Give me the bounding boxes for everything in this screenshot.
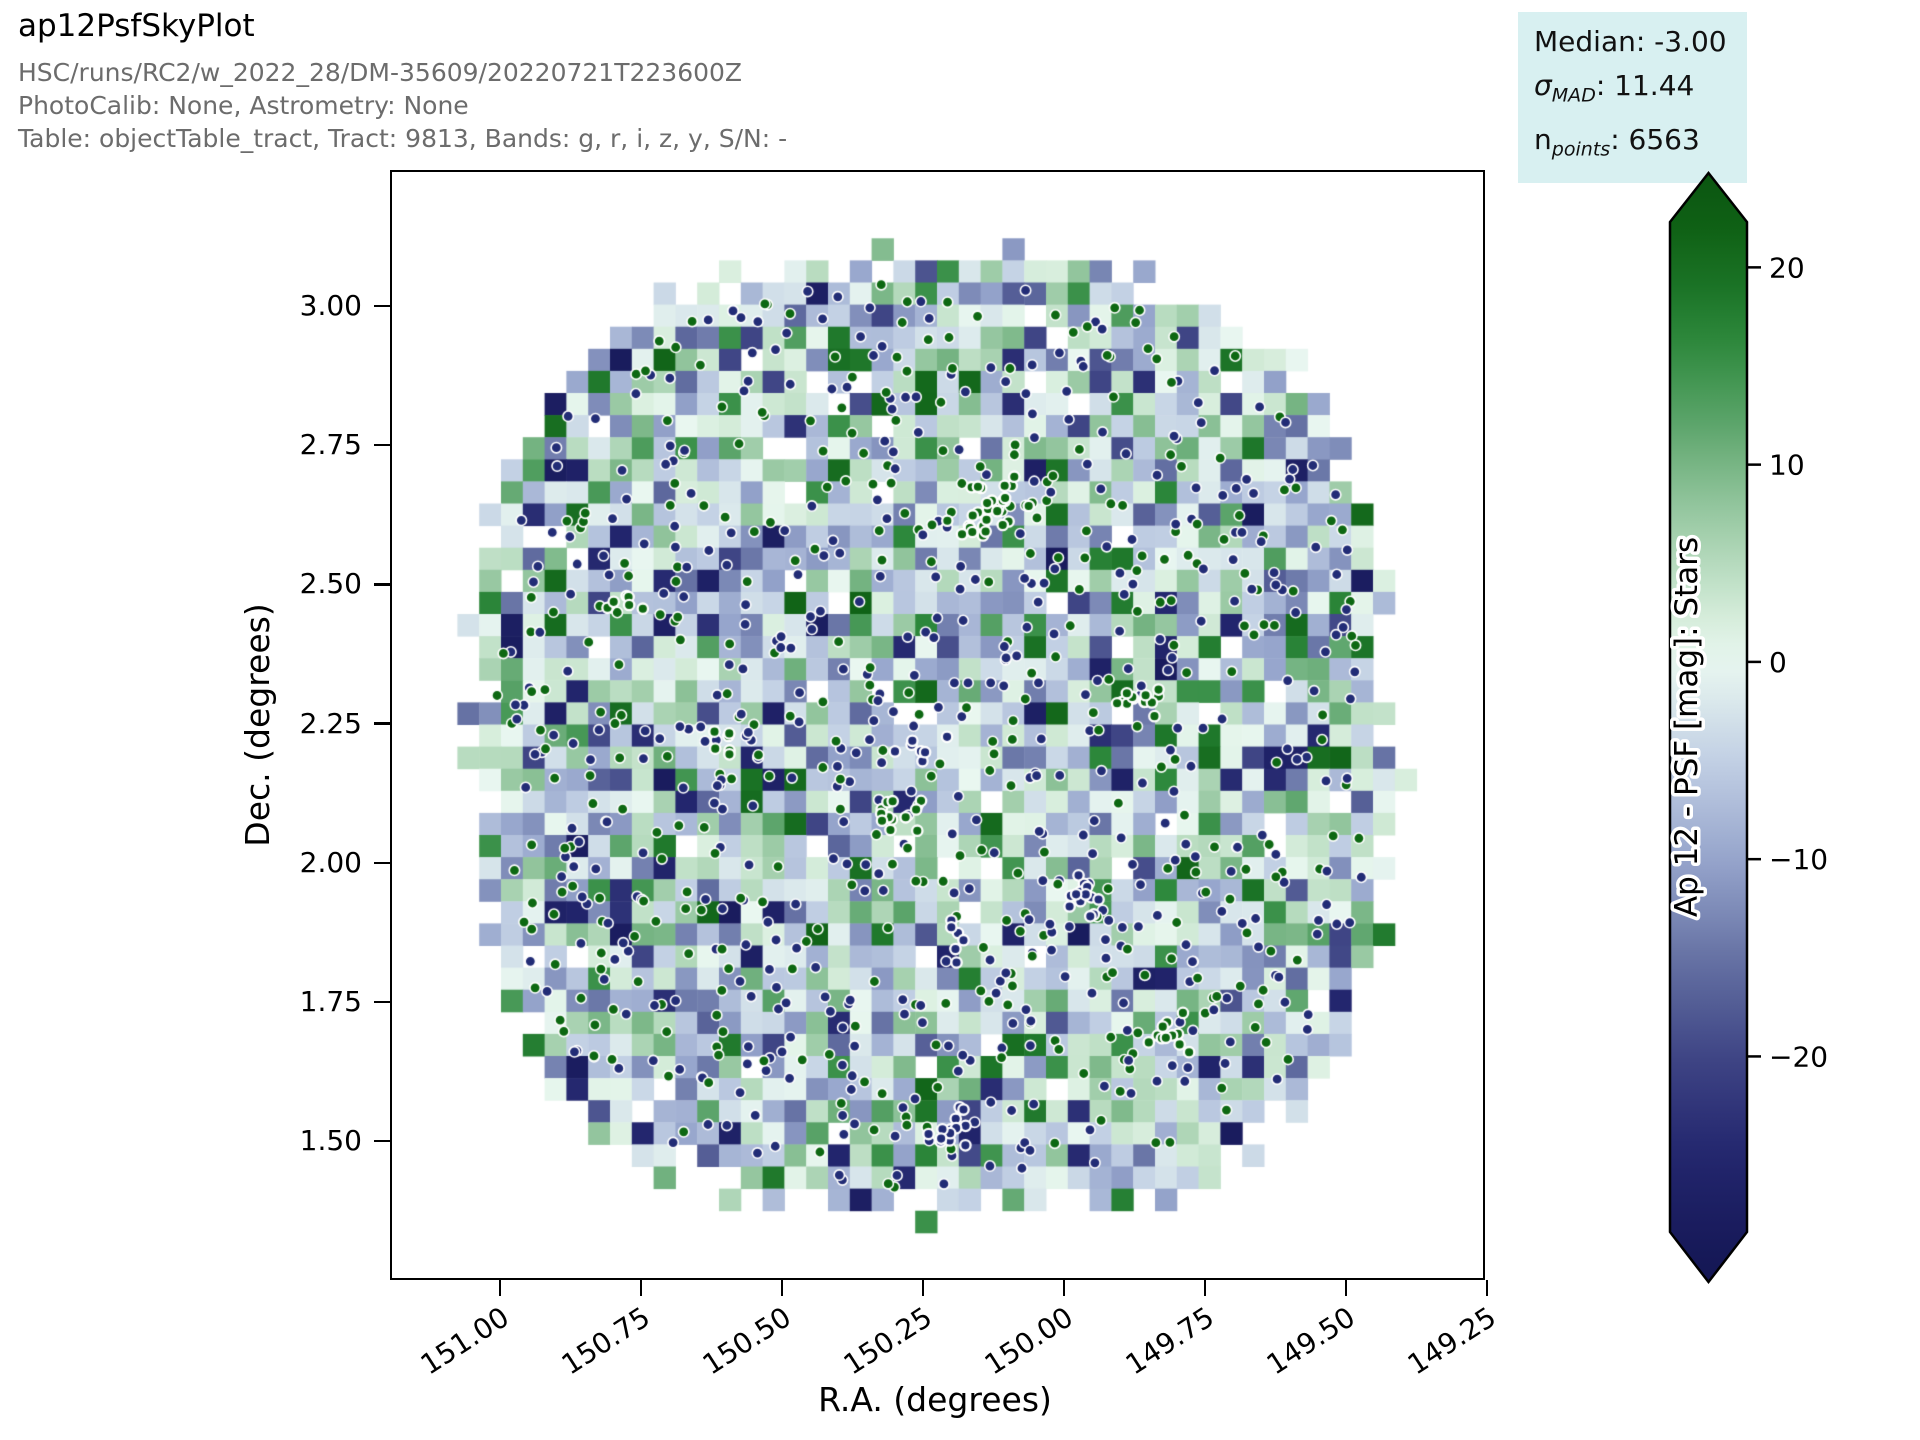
sky-plot-canvas	[392, 172, 1482, 1277]
colorbar-tick-label: 10	[1769, 449, 1805, 482]
y-axis-label: Dec. (degrees)	[238, 603, 277, 847]
stat-median: Median: -3.00	[1534, 25, 1727, 58]
y-tick-mark	[374, 1139, 390, 1143]
y-tick-label: 3.00	[299, 289, 362, 322]
x-axis-label: R.A. (degrees)	[818, 1380, 1052, 1419]
stat-npoints: npoints: 6563	[1534, 118, 1727, 172]
table-tract-bands-line: Table: objectTable_tract, Tract: 9813, B…	[18, 124, 788, 153]
x-tick-mark	[921, 1280, 925, 1296]
sigma-symbol: σ	[1534, 69, 1552, 102]
colorbar-gradient-bar	[1668, 170, 1749, 1285]
run-collection-line: HSC/runs/RC2/w_2022_28/DM-35609/20220721…	[18, 58, 743, 87]
n-symbol: n	[1534, 122, 1552, 156]
sky-plot-area	[390, 170, 1485, 1280]
page-title: ap12PsfSkyPlot	[18, 8, 255, 44]
y-tick-mark	[374, 583, 390, 586]
x-tick-label: 149.25	[1401, 1300, 1502, 1382]
x-tick-mark	[1344, 1280, 1348, 1296]
colorbar-tick-label: 0	[1769, 646, 1787, 679]
y-tick-mark	[374, 861, 390, 865]
y-tick-label: 2.50	[299, 567, 362, 601]
y-tick-label: 2.75	[299, 428, 362, 462]
n-subscript: points	[1551, 138, 1611, 161]
colorbar: 20 10 0 −10 −20 Ap 12 - PSF [mag]: Stars	[1666, 170, 1828, 1285]
colorbar-tick-label: −20	[1769, 1040, 1828, 1073]
y-tick-label: 1.50	[299, 1124, 362, 1158]
x-tick-label: 151.00	[414, 1300, 515, 1382]
y-tick-mark	[374, 722, 390, 725]
x-tick-mark	[498, 1280, 502, 1296]
y-tick-label: 1.75	[299, 985, 362, 1018]
y-tick-mark	[374, 1000, 390, 1004]
y-tick-mark	[374, 443, 390, 447]
x-tick-mark	[1062, 1280, 1066, 1296]
colorbar-tick-label: −10	[1769, 843, 1828, 876]
figure-header: ap12PsfSkyPlot HSC/runs/RC2/w_2022_28/DM…	[18, 8, 787, 155]
y-tick-label: 2.00	[299, 845, 362, 879]
sigma-subscript: MAD	[1551, 84, 1596, 107]
x-tick-mark	[639, 1280, 643, 1296]
x-tick-mark	[1203, 1280, 1207, 1296]
y-tick-mark	[374, 304, 390, 308]
colorbar-label: Ap 12 - PSF [mag]: Stars	[1669, 537, 1705, 917]
x-tick-label: 149.50	[1260, 1300, 1361, 1382]
y-tick-label: 2.25	[299, 706, 362, 740]
n-value: : 6563	[1610, 122, 1700, 156]
sigma-value: : 11.44	[1595, 69, 1695, 102]
photocalib-astrometry-line: PhotoCalib: None, Astrometry: None	[18, 91, 469, 120]
colorbar-ticks: 20 10 0 −10 −20	[1747, 251, 1828, 1073]
stats-box: Median: -3.00 σMAD: 11.44 npoints: 6563	[1518, 12, 1747, 184]
colorbar-tick-label: 20	[1769, 251, 1805, 284]
x-tick-mark	[1485, 1280, 1489, 1296]
x-tick-mark	[780, 1280, 784, 1296]
stat-sigma-mad: σMAD: 11.44	[1534, 64, 1727, 118]
